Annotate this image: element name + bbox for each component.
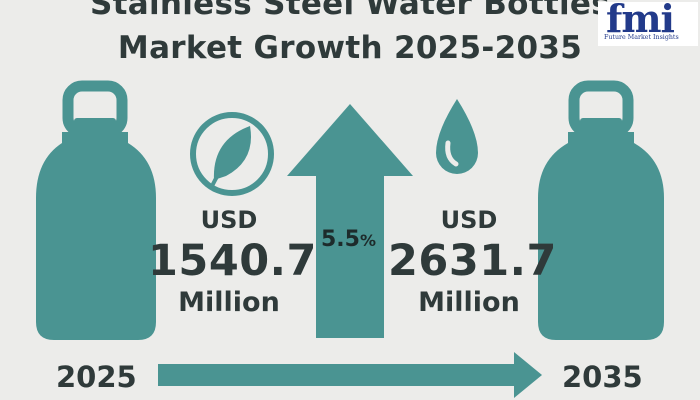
cagr-value: 5.5	[321, 227, 360, 252]
logo-subtitle: Future Market Insights	[604, 34, 679, 41]
right-water-bottle-icon	[538, 80, 664, 340]
end-currency: USD	[440, 206, 498, 234]
title-line-2: Market Growth 2025-2035	[117, 30, 583, 66]
title-line-1: Stainless Steel Water Bottles	[89, 0, 611, 22]
end-unit: Million	[418, 287, 520, 318]
fmi-logo: fmi Future Market Insights	[598, 0, 698, 46]
start-unit: Million	[178, 287, 280, 318]
start-year: 2025	[56, 360, 137, 394]
end-value: 2631.7	[388, 236, 557, 286]
logo-name: fmi	[606, 0, 675, 41]
left-water-bottle-icon	[36, 80, 156, 340]
cagr-percent-sign: %	[359, 231, 377, 250]
start-value: 1540.7	[148, 236, 317, 286]
leaf-icon	[190, 112, 274, 196]
water-drop-icon	[436, 99, 478, 174]
timeline-arrow-icon	[158, 352, 542, 398]
growth-arrow-icon	[287, 104, 413, 338]
cagr-label: 5.5%	[321, 227, 376, 252]
end-year: 2035	[562, 360, 643, 394]
start-currency: USD	[200, 206, 258, 234]
